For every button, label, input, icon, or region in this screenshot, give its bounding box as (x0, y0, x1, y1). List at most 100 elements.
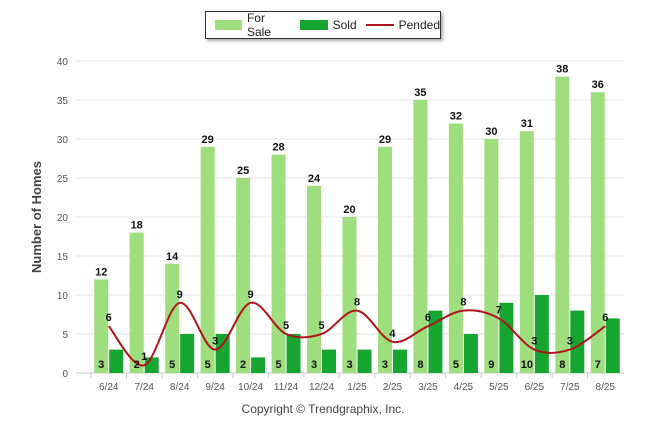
data-label-pended: 8 (460, 297, 466, 309)
data-label-pended: 5 (283, 320, 289, 332)
bar-sold (570, 310, 585, 373)
data-label-for-sale: 38 (556, 64, 568, 76)
data-label-sold: 7 (595, 359, 601, 371)
x-tick-label: 6/24 (99, 382, 119, 393)
bar-sold (534, 295, 549, 373)
data-label-pended: 4 (389, 328, 396, 340)
x-tick-label: 2/25 (383, 382, 403, 393)
bar-for-sale (236, 178, 251, 373)
bar-for-sale (555, 76, 570, 373)
x-tick-label: 9/24 (205, 382, 225, 393)
data-label-sold: 9 (488, 359, 494, 371)
y-tick-label: 25 (57, 174, 69, 185)
bar-for-sale (377, 146, 392, 373)
y-tick-label: 10 (57, 291, 69, 302)
x-tick-label: 6/25 (525, 382, 545, 393)
bar-for-sale (519, 131, 534, 373)
y-tick-label: 35 (57, 96, 69, 107)
data-label-for-sale: 29 (202, 134, 214, 146)
x-tick-label: 1/25 (347, 382, 367, 393)
x-tick-label: 8/24 (170, 382, 190, 393)
data-label-sold: 3 (346, 359, 352, 371)
data-label-for-sale: 30 (485, 126, 497, 138)
chart-legend: For Sale Sold Pended (205, 11, 441, 39)
legend-swatch-pended (365, 24, 394, 26)
data-label-pended: 3 (531, 336, 537, 348)
bar-sold (251, 357, 266, 373)
bar-sold (215, 334, 230, 373)
y-tick-label: 20 (57, 213, 69, 224)
data-label-for-sale: 36 (592, 79, 604, 91)
x-tick-label: 3/25 (418, 382, 438, 393)
data-label-for-sale: 24 (308, 173, 321, 185)
legend-swatch-sold (299, 20, 328, 30)
x-tick-label: 8/25 (596, 382, 616, 393)
data-label-for-sale: 20 (343, 204, 355, 216)
data-label-sold: 8 (417, 359, 423, 371)
data-label-for-sale: 32 (450, 110, 462, 122)
line-pended (107, 301, 606, 367)
data-label-pended: 9 (248, 289, 254, 301)
y-tick-label: 40 (57, 57, 69, 68)
bar-sold (109, 349, 124, 373)
bar-for-sale (129, 232, 144, 373)
data-label-pended: 3 (567, 336, 573, 348)
bar-for-sale (342, 217, 357, 373)
data-label-for-sale: 12 (95, 266, 107, 278)
y-tick-label: 30 (57, 135, 69, 146)
data-label-pended: 9 (177, 289, 183, 301)
data-label-for-sale: 29 (379, 134, 391, 146)
bar-for-sale (307, 185, 322, 373)
legend-item-for-sale[interactable]: For Sale (215, 11, 291, 39)
data-label-pended: 6 (106, 312, 112, 324)
x-tick-label: 7/24 (134, 382, 154, 393)
data-label-for-sale: 18 (131, 220, 143, 232)
bar-sold (322, 349, 337, 373)
data-label-pended: 8 (354, 297, 360, 309)
bar-sold (463, 334, 478, 373)
bar-for-sale (484, 139, 499, 373)
legend-label-pended: Pended (398, 18, 440, 32)
bar-sold (180, 334, 195, 373)
bar-for-sale (448, 123, 463, 374)
data-label-sold: 5 (276, 359, 282, 371)
data-label-pended: 6 (425, 312, 431, 324)
data-label-sold: 3 (98, 359, 104, 371)
data-label-pended: 3 (212, 336, 218, 348)
bar-sold (286, 334, 301, 373)
legend-label-for-sale: For Sale (246, 11, 271, 39)
bar-for-sale (165, 263, 180, 373)
y-tick-label: 0 (62, 369, 68, 380)
x-tick-label: 11/24 (274, 382, 299, 393)
bar-sold (357, 349, 372, 373)
y-tick-label: 15 (57, 252, 69, 263)
y-tick-label: 5 (62, 330, 68, 341)
data-label-pended: 6 (602, 312, 608, 324)
bar-sold (605, 318, 620, 373)
x-tick-label: 7/25 (560, 382, 580, 393)
y-axis-title: Number of Homes (29, 161, 44, 273)
bar-sold (428, 310, 443, 373)
legend-item-sold[interactable]: Sold (299, 18, 357, 32)
data-label-sold: 3 (311, 359, 317, 371)
data-label-sold: 8 (559, 359, 565, 371)
data-label-sold: 2 (134, 359, 140, 371)
data-label-sold: 3 (382, 359, 388, 371)
legend-swatch-for-sale (215, 20, 242, 30)
data-label-for-sale: 14 (166, 251, 179, 263)
bar-for-sale (413, 100, 428, 373)
x-tick-label: 5/25 (489, 382, 509, 393)
bar-for-sale (590, 92, 605, 373)
data-label-sold: 10 (521, 359, 533, 371)
legend-label-sold: Sold (332, 18, 357, 32)
copyright-text: Copyright © Trendgraphix, Inc. (241, 402, 405, 416)
data-label-for-sale: 35 (414, 87, 426, 99)
bar-for-sale (94, 279, 109, 373)
legend-item-pended[interactable]: Pended (365, 18, 440, 32)
data-label-sold: 5 (169, 359, 175, 371)
bar-for-sale (271, 154, 286, 373)
data-label-pended: 7 (496, 304, 502, 316)
data-label-sold: 5 (453, 359, 459, 371)
